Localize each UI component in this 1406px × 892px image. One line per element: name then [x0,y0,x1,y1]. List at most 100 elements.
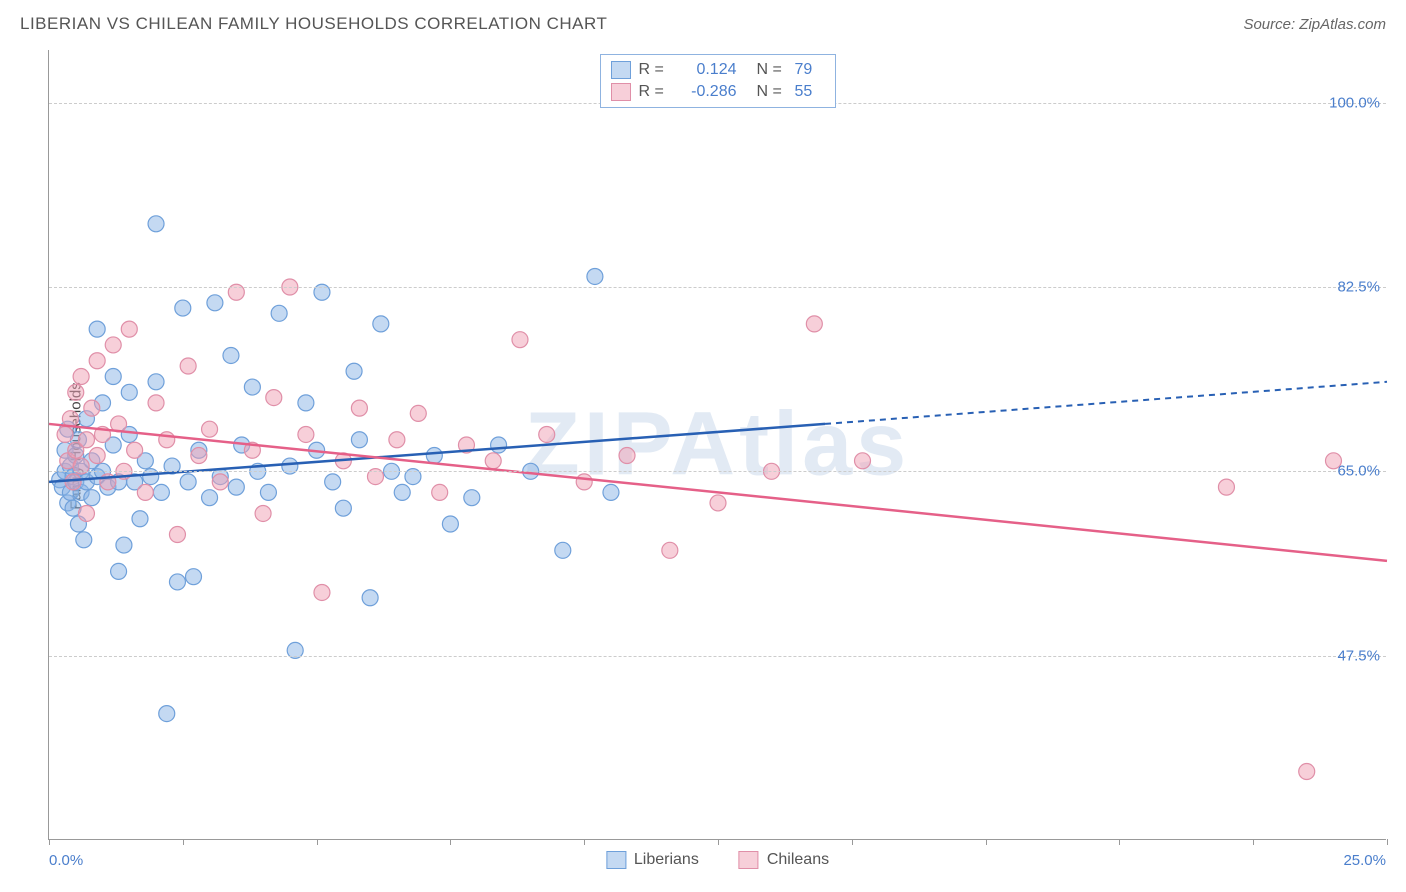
legend-swatch [606,851,626,869]
scatter-point [394,484,410,500]
r-value: -0.286 [677,83,737,101]
scatter-point [207,295,223,311]
n-value: 55 [795,83,825,101]
scatter-point [555,542,571,558]
scatter-point [121,384,137,400]
scatter-point [169,574,185,590]
trendline [49,424,1387,561]
scatter-point [78,432,94,448]
scatter-point [244,379,260,395]
scatter-point [662,542,678,558]
x-axis-label: 25.0% [1343,852,1386,869]
correlation-legend: R =0.124N =79R =-0.286N =55 [600,54,836,108]
x-tick [183,839,184,845]
x-tick [986,839,987,845]
scatter-point [153,484,169,500]
scatter-point [442,516,458,532]
scatter-point [298,395,314,411]
scatter-point [68,384,84,400]
plot-svg [49,50,1386,839]
source-label: Source: ZipAtlas.com [1243,16,1386,33]
scatter-point [89,353,105,369]
r-label: R = [639,83,669,101]
scatter-point [362,590,378,606]
scatter-point [351,400,367,416]
x-tick [450,839,451,845]
scatter-point [710,495,726,511]
scatter-point [191,448,207,464]
scatter-point [539,426,555,442]
scatter-point [426,448,442,464]
scatter-point [260,484,276,500]
x-tick [49,839,50,845]
scatter-point [855,453,871,469]
scatter-point [175,300,191,316]
scatter-point [335,500,351,516]
scatter-point [78,505,94,521]
scatter-point [73,369,89,385]
scatter-point [89,321,105,337]
x-tick [317,839,318,845]
gridline [49,656,1386,657]
scatter-point [619,448,635,464]
scatter-point [485,453,501,469]
scatter-point [84,400,100,416]
gridline [49,287,1386,288]
y-tick-label: 65.0% [1337,463,1380,480]
scatter-point [148,395,164,411]
scatter-point [148,216,164,232]
x-tick [1253,839,1254,845]
x-axis-label: 0.0% [49,852,83,869]
legend-swatch [611,83,631,101]
scatter-point [410,405,426,421]
scatter-point [84,490,100,506]
scatter-point [314,584,330,600]
scatter-point [351,432,367,448]
scatter-point [373,316,389,332]
scatter-point [159,706,175,722]
n-label: N = [757,83,787,101]
scatter-point [159,432,175,448]
legend-label: Liberians [634,851,699,869]
scatter-point [105,369,121,385]
scatter-point [132,511,148,527]
scatter-point [228,479,244,495]
scatter-point [116,537,132,553]
scatter-point [127,442,143,458]
y-tick-label: 100.0% [1329,94,1380,111]
scatter-point [89,448,105,464]
scatter-point [121,321,137,337]
scatter-point [180,474,196,490]
scatter-point [1299,764,1315,780]
scatter-point [186,569,202,585]
legend-item: Chileans [739,851,829,869]
scatter-point [223,347,239,363]
scatter-point [806,316,822,332]
n-label: N = [757,61,787,79]
chart-area: ZIPAtlas R =0.124N =79R =-0.286N =55 Lib… [48,50,1386,840]
scatter-point [180,358,196,374]
scatter-point [169,527,185,543]
x-tick [852,839,853,845]
scatter-point [576,474,592,490]
r-label: R = [639,61,669,79]
scatter-point [603,484,619,500]
scatter-point [512,332,528,348]
correlation-row: R =0.124N =79 [611,59,825,81]
x-tick [584,839,585,845]
scatter-point [266,390,282,406]
x-tick [1387,839,1388,845]
series-legend: Liberians Chileans [606,851,829,869]
trendline-extrapolated [825,382,1387,424]
scatter-point [202,421,218,437]
correlation-row: R = -0.286 N = 55 [611,81,825,103]
scatter-point [271,305,287,321]
y-tick-label: 82.5% [1337,279,1380,296]
scatter-point [76,532,92,548]
scatter-point [105,337,121,353]
scatter-point [65,474,81,490]
scatter-point [148,374,164,390]
scatter-point [346,363,362,379]
legend-item: Liberians [606,851,699,869]
scatter-point [491,437,507,453]
